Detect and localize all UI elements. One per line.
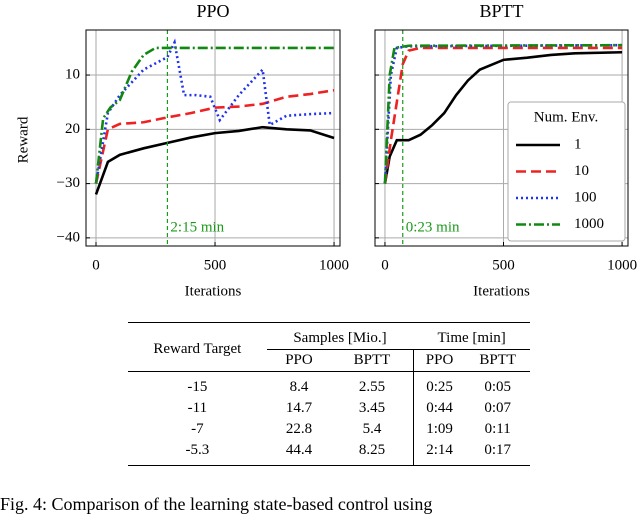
table-cell: 22.8 bbox=[285, 421, 313, 437]
table-cell: BPTT bbox=[465, 349, 530, 372]
table-cell: 8.4 bbox=[289, 379, 309, 395]
table-cell: 0:44 bbox=[412, 398, 466, 419]
results-table: Reward Target Samples [Mio.] Time [min] PPO… bbox=[128, 322, 530, 466]
table-cell: -5.3 bbox=[185, 442, 210, 458]
y-axis-label: Reward bbox=[15, 116, 31, 163]
table-cell: 2:14 bbox=[412, 440, 466, 466]
table-row: Reward Target Samples [Mio.] Time [min] bbox=[128, 322, 530, 372]
legend-label: 1 bbox=[574, 136, 582, 152]
time-label: 0:23 min bbox=[406, 219, 460, 235]
series-line bbox=[94, 38, 335, 184]
x-tick-label: 1000 bbox=[319, 257, 349, 273]
x-tick-label: 0 bbox=[381, 257, 389, 273]
table-row: -7 22.8 5.4 1:09 0:11 bbox=[128, 419, 530, 440]
legend-label: 10 bbox=[574, 163, 589, 179]
table-cell: 3.45 bbox=[358, 400, 386, 416]
table-cell: PPO bbox=[412, 349, 466, 372]
table-cell: 5.4 bbox=[362, 421, 382, 437]
legend-label: 1000 bbox=[574, 216, 604, 232]
table-cell: -7 bbox=[191, 421, 204, 437]
table-cell: 14.7 bbox=[285, 400, 313, 416]
table-row: PPO BPTT PPO BPTT bbox=[128, 349, 530, 372]
x-tick-label: 500 bbox=[492, 257, 515, 273]
table-cell: 0:25 bbox=[412, 371, 466, 398]
table-cell: 2.55 bbox=[358, 379, 386, 395]
table-cell: Time [min] bbox=[413, 322, 530, 350]
table-cell: -15 bbox=[187, 379, 208, 395]
caption: Fig. 4: Comparison of the learning state… bbox=[0, 494, 433, 514]
x-tick-label: 0 bbox=[92, 257, 100, 273]
x-axis-label: Iterations bbox=[185, 283, 242, 299]
plot-frame bbox=[374, 29, 629, 247]
plot-frame bbox=[85, 29, 341, 247]
x-tick-label: 1000 bbox=[607, 257, 637, 273]
series-line bbox=[383, 43, 623, 184]
series-line bbox=[383, 43, 623, 184]
table-cell: 44.4 bbox=[285, 442, 313, 458]
table-cell: Reward Target bbox=[128, 322, 267, 372]
table-cell: 0:17 bbox=[484, 442, 512, 458]
series-line bbox=[383, 46, 623, 184]
y-tick-label: −40 bbox=[57, 229, 80, 245]
legend: Num. Env. 1 10 100 1000 bbox=[507, 101, 626, 242]
x-axis-label: Iterations bbox=[473, 283, 530, 299]
table-cell: 0:11 bbox=[484, 421, 511, 437]
legend-title: Num. Env. bbox=[534, 109, 598, 125]
table-row: -15 8.4 2.55 0:25 0:05 bbox=[128, 371, 530, 398]
table-row: -5.3 44.4 8.25 2:14 0:17 bbox=[128, 440, 530, 466]
table-cell: BPTT bbox=[331, 349, 414, 372]
y-tick-label: 10 bbox=[65, 66, 80, 82]
series-line bbox=[94, 88, 335, 184]
legend-label: 100 bbox=[574, 189, 597, 205]
y-tick-label: 20 bbox=[65, 121, 80, 137]
table-cell: 8.25 bbox=[358, 442, 386, 458]
table-cell: PPO bbox=[266, 349, 332, 372]
time-label: 2:15 min bbox=[170, 219, 224, 235]
table-cell: 1:09 bbox=[412, 419, 466, 440]
series-line bbox=[94, 46, 335, 184]
chart-title: BPTT bbox=[479, 1, 523, 21]
series-line bbox=[94, 125, 335, 195]
series-line bbox=[383, 50, 623, 184]
table-cell: 0:07 bbox=[484, 400, 512, 416]
table-cell: Samples [Mio.] bbox=[266, 322, 414, 350]
table-cell: -11 bbox=[187, 400, 208, 416]
table-cell: 0:05 bbox=[484, 379, 512, 395]
x-tick-label: 500 bbox=[204, 257, 227, 273]
table-row: -11 14.7 3.45 0:44 0:07 bbox=[128, 398, 530, 419]
y-tick-label: −30 bbox=[57, 175, 80, 191]
chart-title: PPO bbox=[196, 1, 229, 21]
legend-box bbox=[507, 101, 626, 242]
